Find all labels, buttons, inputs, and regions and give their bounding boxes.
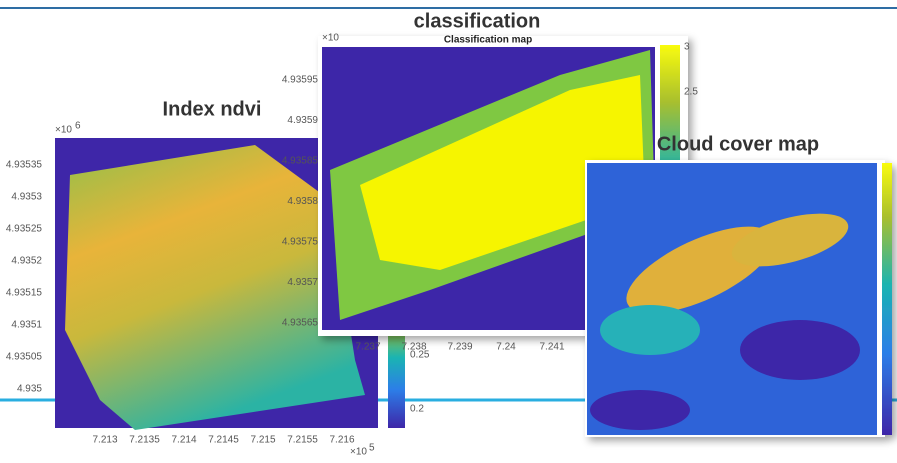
y-tick-label: 4.9352	[11, 256, 42, 267]
header-title: classification	[414, 10, 541, 32]
colorbar-tick-label: 2.5	[684, 87, 698, 98]
y-tick-label: 4.9357	[287, 277, 318, 288]
y-tick-label: 4.93575	[282, 237, 319, 248]
x-tick-label: 7.238	[401, 342, 426, 353]
x-tick-label: 7.2135	[129, 435, 160, 446]
exponent: ×10	[350, 447, 367, 458]
x-tick-label: 7.214	[171, 435, 196, 446]
x-tick-label: 7.213	[92, 435, 117, 446]
y-tick-label: 4.93535	[6, 160, 43, 171]
y-tick-label: 4.93585	[282, 156, 319, 167]
exponent: ×10	[55, 125, 72, 136]
exponent-power: 5	[369, 443, 375, 454]
y-tick-label: 4.9358	[287, 196, 318, 207]
panel-title: Cloud cover map	[657, 133, 819, 155]
y-tick-label: 4.935	[17, 384, 42, 395]
colorbar-tick-label: 0.2	[410, 404, 424, 415]
y-tick-label: 4.93565	[282, 318, 319, 329]
x-tick-label: 7.237	[355, 342, 380, 353]
x-tick-label: 7.216	[329, 435, 354, 446]
y-tick-label: 4.9353	[11, 192, 42, 203]
x-tick-label: 7.2145	[208, 435, 239, 446]
cloud-blob	[600, 305, 700, 355]
colorbar-tick-label: 3	[684, 42, 690, 53]
y-tick-label: 4.9351	[11, 320, 42, 331]
y-tick-label: 4.93505	[6, 352, 43, 363]
exponent-power: 6	[75, 121, 81, 132]
x-tick-label: 7.24	[496, 342, 516, 353]
exponent: ×10	[322, 33, 339, 44]
cloud-panel	[585, 160, 892, 437]
panel-title: Index ndvi	[163, 98, 262, 120]
y-tick-label: 4.93515	[6, 288, 43, 299]
x-tick-label: 7.239	[447, 342, 472, 353]
y-tick-label: 4.93525	[6, 224, 43, 235]
x-tick-label: 7.215	[250, 435, 275, 446]
x-tick-label: 7.241	[539, 342, 564, 353]
panel-title: Classification map	[444, 35, 532, 46]
x-tick-label: 7.2155	[287, 435, 318, 446]
cloud-colorbar	[882, 163, 892, 435]
slide: classification Index ndvi Classification…	[0, 0, 897, 463]
cloud-blob	[590, 390, 690, 430]
cloud-blob	[740, 320, 860, 380]
y-tick-label: 4.9359	[287, 115, 318, 126]
y-tick-label: 4.93595	[282, 75, 319, 86]
